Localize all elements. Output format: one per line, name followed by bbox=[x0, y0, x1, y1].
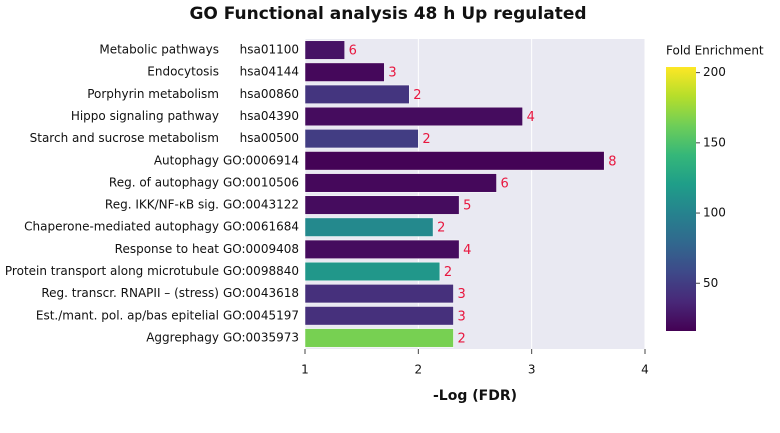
y-tick-label: Starch and sucrose metabolism bbox=[30, 131, 219, 145]
colorbar-tick-label: 100 bbox=[703, 206, 726, 220]
y-tick-id: hsa00500 bbox=[240, 131, 299, 145]
y-tick-id: hsa04144 bbox=[240, 65, 299, 79]
colorbar-tick-label: 50 bbox=[703, 276, 718, 290]
y-tick-id: GO:0061684 bbox=[223, 220, 299, 234]
y-tick-id: GO:0009408 bbox=[223, 242, 299, 256]
y-tick-id: GO:0006914 bbox=[223, 153, 299, 167]
count-label: 2 bbox=[457, 331, 465, 346]
y-tick-id: hsa01100 bbox=[240, 43, 299, 57]
bar bbox=[304, 284, 454, 304]
x-tick-label: 3 bbox=[528, 363, 536, 377]
y-tick-label: Aggrephagy bbox=[146, 330, 219, 344]
bar bbox=[304, 328, 454, 348]
y-tick-id: GO:0098840 bbox=[223, 264, 299, 278]
colorbar-title: Fold Enrichment bbox=[666, 44, 764, 58]
count-label: 2 bbox=[444, 265, 452, 280]
y-tick-label: Chaperone-mediated autophagy bbox=[24, 220, 219, 234]
y-tick-label: Autophagy bbox=[154, 153, 219, 167]
bar bbox=[304, 195, 460, 215]
x-tick-label: 2 bbox=[415, 363, 423, 377]
y-tick-id: GO:0045197 bbox=[223, 308, 299, 322]
x-axis-label: -Log (FDR) bbox=[433, 388, 517, 404]
y-tick-id: hsa00860 bbox=[240, 87, 299, 101]
bar bbox=[304, 217, 434, 237]
count-label: 6 bbox=[501, 176, 509, 191]
y-tick-label: Metabolic pathways bbox=[99, 43, 219, 57]
bar bbox=[304, 151, 605, 171]
count-label: 2 bbox=[413, 88, 421, 103]
bar bbox=[304, 173, 497, 193]
y-tick-label: Porphyrin metabolism bbox=[87, 87, 219, 101]
y-tick-id: GO:0035973 bbox=[223, 330, 299, 344]
count-label: 2 bbox=[437, 221, 445, 236]
bar bbox=[304, 129, 419, 149]
bar bbox=[304, 239, 460, 259]
y-tick-id: GO:0043122 bbox=[223, 198, 299, 212]
chart-title: GO Functional analysis 48 h Up regulated bbox=[189, 4, 586, 24]
y-tick-label: Protein transport along microtubule bbox=[5, 264, 219, 278]
colorbar-tick-label: 150 bbox=[703, 135, 726, 149]
y-tick-label: Reg. IKK/NF-κB sig. bbox=[105, 198, 219, 212]
count-label: 3 bbox=[388, 66, 396, 81]
y-tick-label: Endocytosis bbox=[147, 65, 219, 79]
bar bbox=[304, 62, 385, 82]
count-label: 6 bbox=[349, 44, 357, 59]
x-tick-label: 4 bbox=[641, 363, 649, 377]
count-label: 4 bbox=[463, 243, 471, 258]
count-label: 8 bbox=[608, 154, 616, 169]
y-tick-id: GO:0010506 bbox=[223, 175, 299, 189]
y-tick-id: GO:0043618 bbox=[223, 286, 299, 300]
count-label: 2 bbox=[422, 132, 430, 147]
y-tick-label: Response to heat bbox=[115, 242, 220, 256]
y-tick-label: Reg. of autophagy bbox=[109, 175, 219, 189]
bar bbox=[304, 261, 441, 282]
colorbar bbox=[666, 67, 696, 331]
bar bbox=[304, 84, 410, 104]
bar bbox=[304, 306, 454, 326]
y-tick-label: Hippo signaling pathway bbox=[71, 109, 219, 123]
colorbar-tick-label: 200 bbox=[703, 65, 726, 79]
y-tick-label: Est./mant. pol. ap/bas epitelial bbox=[36, 308, 219, 322]
bar bbox=[304, 40, 345, 60]
y-tick-id: hsa04390 bbox=[240, 109, 299, 123]
count-label: 3 bbox=[457, 309, 465, 324]
bar bbox=[304, 106, 523, 127]
x-tick-label: 1 bbox=[301, 363, 309, 377]
y-tick-label: Reg. transcr. RNAPII – (stress) bbox=[41, 286, 219, 300]
count-label: 4 bbox=[527, 110, 535, 125]
count-label: 5 bbox=[463, 199, 471, 214]
count-label: 3 bbox=[457, 287, 465, 302]
